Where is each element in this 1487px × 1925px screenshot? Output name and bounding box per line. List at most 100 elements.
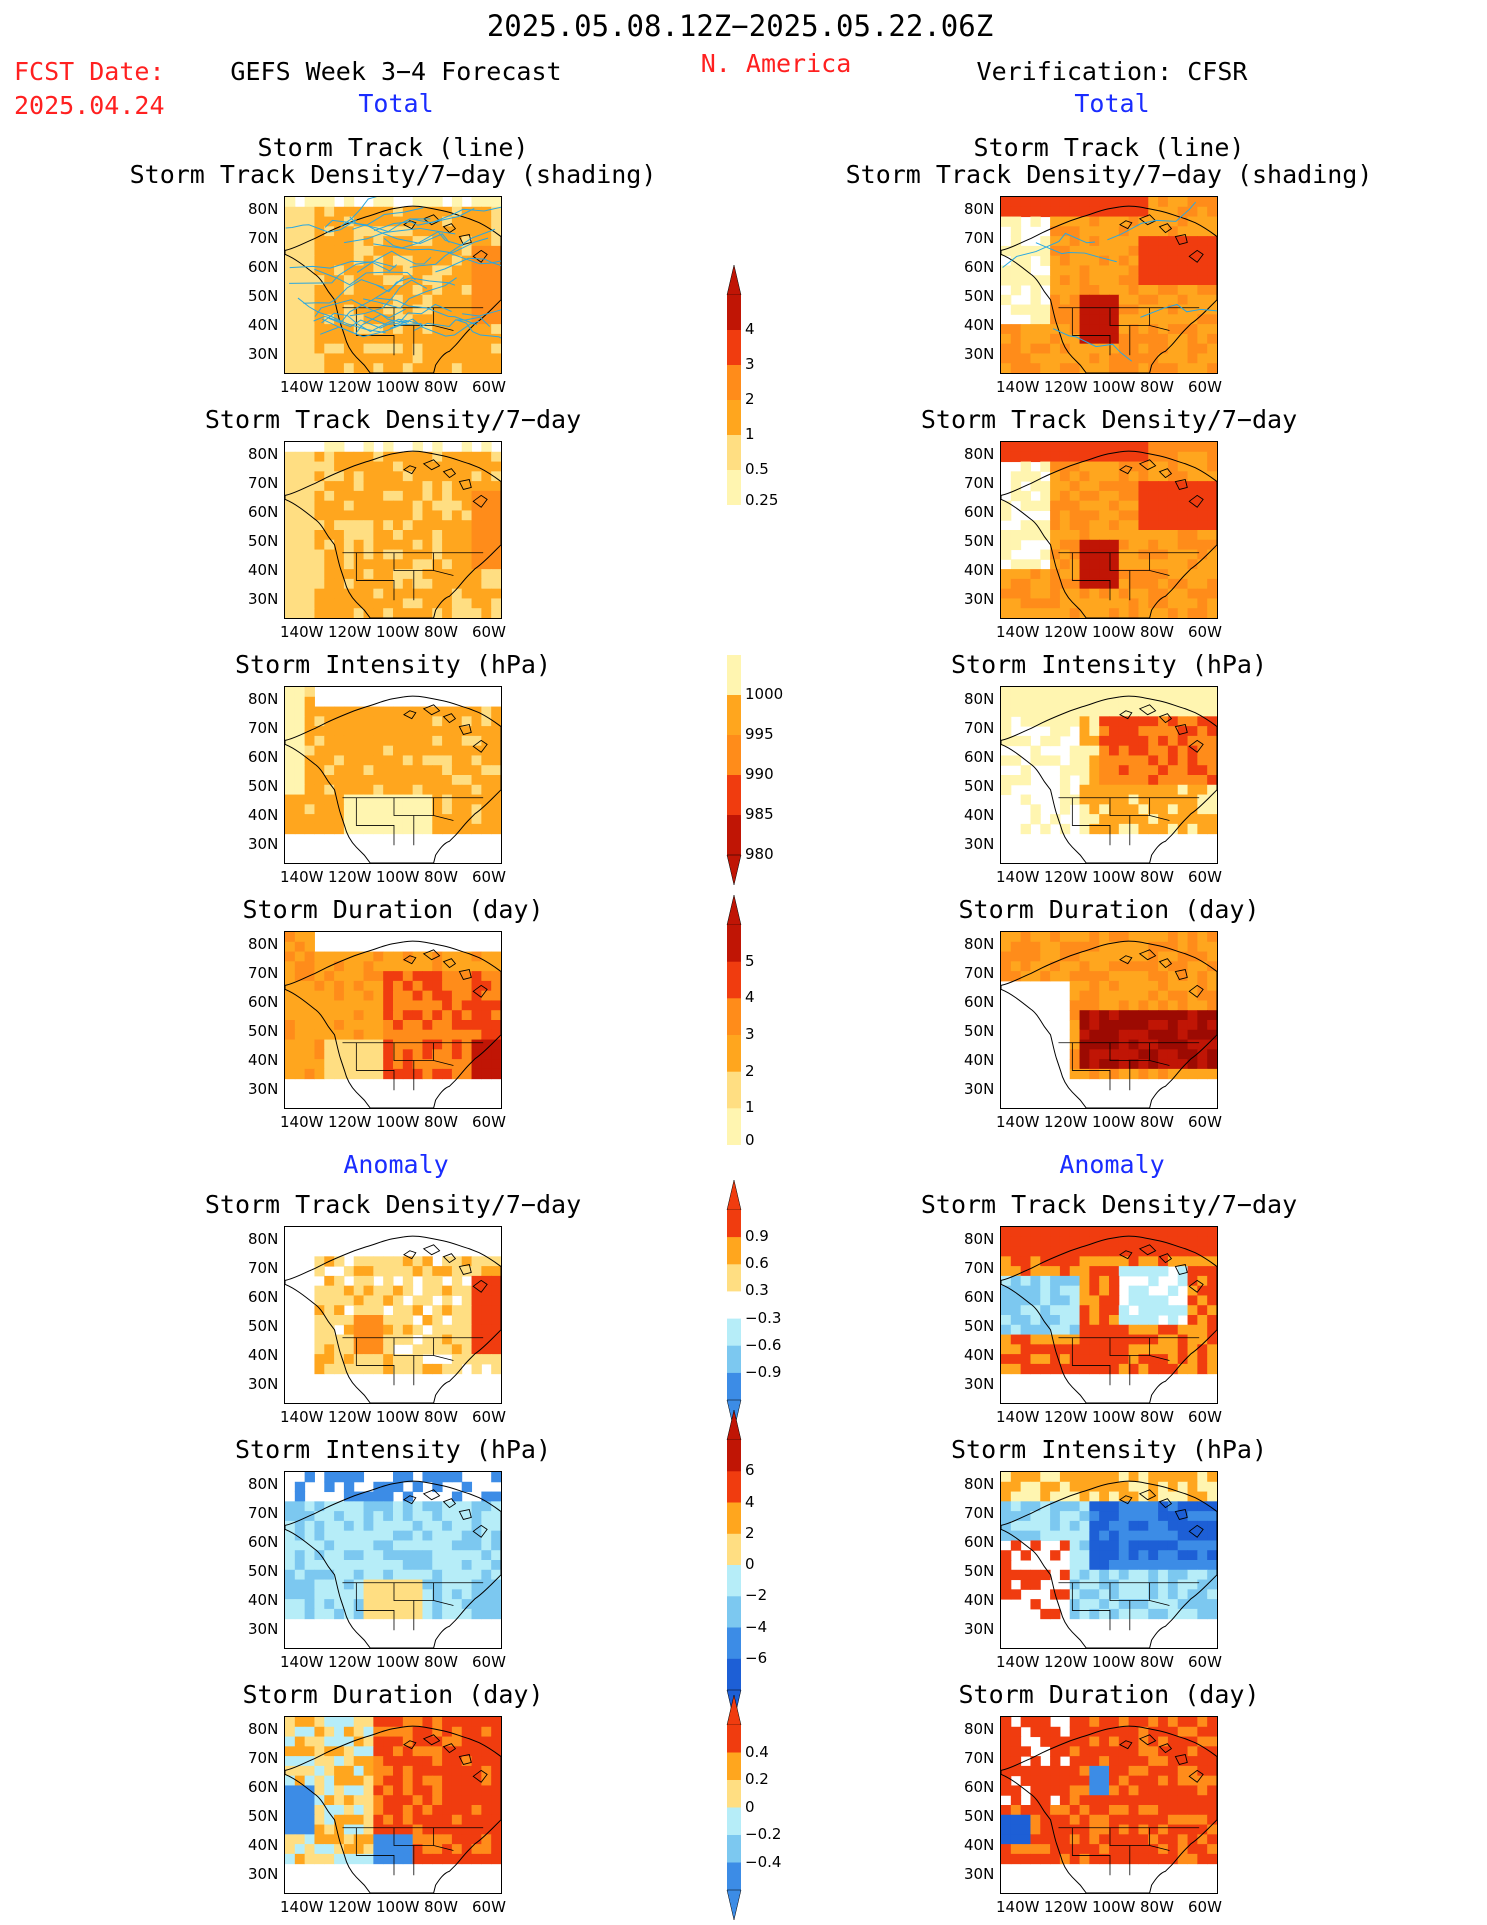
lon-tick-label: 100W [376,1653,420,1671]
lat-tick-label: 60N [248,748,279,766]
left-density-map [284,441,502,619]
lon-tick-label: 120W [1044,1653,1088,1671]
left-column-title: GEFS Week 3−4 Forecast [230,57,562,86]
colorbar-tick-label: 2 [745,1523,755,1542]
lon-tick-label: 80W [1140,1653,1174,1671]
right-duration-map [1000,931,1218,1109]
region-label: N. America [700,49,852,78]
lon-tick-label: 140W [996,1898,1040,1916]
lat-tick-label: 60N [248,993,279,1011]
lat-tick-label: 80N [964,1475,995,1493]
lat-tick-label: 50N [248,287,279,305]
colorbar-tick-label: −0.2 [745,1825,782,1843]
lat-tick-label: 80N [964,445,995,463]
left-panel-title-intensity: Storm Intensity (hPa) [234,650,552,679]
lat-tick-label: 40N [248,806,279,824]
lon-tick-label: 60W [1188,1898,1222,1916]
left-intensity-map [284,686,502,864]
lat-tick-label: 60N [964,258,995,276]
lon-tick-label: 60W [472,868,506,886]
colorbar-tick-label: −6 [745,1648,768,1667]
lat-tick-label: 70N [964,474,995,492]
colorbar-tick-label: 4 [745,988,755,1007]
colorbar-tick-label: 0 [745,1555,755,1573]
lon-tick-label: 100W [376,1408,420,1426]
lon-tick-label: 100W [1092,1408,1136,1426]
lat-tick-label: 80N [964,1230,995,1248]
right-aduration-map [1000,1716,1218,1894]
duration-total-colorbar [726,895,742,1145]
lon-tick-label: 60W [1188,623,1222,641]
lat-tick-label: 30N [964,1620,995,1638]
duration-anom-colorbar [726,1695,742,1920]
lat-tick-label: 80N [248,690,279,708]
lat-tick-label: 40N [964,1346,995,1364]
lat-tick-label: 40N [248,561,279,579]
lon-tick-label: 120W [1044,1898,1088,1916]
left-panel-title-density: Storm Track Density/7−day [204,405,582,434]
lon-tick-label: 140W [996,1113,1040,1131]
lon-tick-label: 60W [1188,1408,1222,1426]
colorbar-tick-label: 0.3 [745,1281,769,1300]
lon-tick-label: 120W [328,1653,372,1671]
lon-tick-label: 60W [472,1113,506,1131]
colorbar-tick-label: 4 [745,1492,755,1511]
colorbar-tick-label: 3 [745,1025,755,1043]
colorbar-tick-label: 3 [745,355,755,373]
lon-tick-label: 120W [328,623,372,641]
lon-tick-label: 140W [280,1653,324,1671]
left-duration-map [284,931,502,1109]
lat-tick-label: 60N [248,1778,279,1796]
lat-tick-label: 40N [964,1836,995,1854]
colorbar-tick-label: 0 [745,1797,755,1816]
lat-tick-label: 80N [964,200,995,218]
lon-tick-label: 120W [1044,868,1088,886]
lat-tick-label: 50N [248,532,279,550]
lon-tick-label: 120W [328,868,372,886]
lat-tick-label: 30N [964,835,995,853]
left-panel-title-density: Storm Track Density/7−day [204,1190,582,1219]
lon-tick-label: 60W [1188,1113,1222,1131]
lat-tick-label: 70N [248,719,279,737]
colorbar-tick-label: 0.25 [745,491,779,509]
lon-tick-label: 80W [424,868,458,886]
left-total-label: Total [358,89,434,118]
lat-tick-label: 50N [964,777,995,795]
right-panel-title-density: Storm Track Density/7−day [920,405,1298,434]
right-density-map [1000,441,1218,619]
lon-tick-label: 100W [1092,378,1136,396]
right-panel-title-intensity: Storm Intensity (hPa) [950,1435,1268,1464]
lat-tick-label: 50N [248,1562,279,1580]
right-panel-title-intensity: Storm Intensity (hPa) [950,650,1268,679]
right-aintensity-map [1000,1471,1218,1649]
lon-tick-label: 120W [328,1898,372,1916]
colorbar-tick-label: 0 [745,1131,755,1149]
right-adensity-map [1000,1226,1218,1404]
lat-tick-label: 30N [248,835,279,853]
lon-tick-label: 100W [1092,1653,1136,1671]
lat-tick-label: 60N [964,748,995,766]
lon-tick-label: 60W [1188,1653,1222,1671]
lon-tick-label: 100W [376,378,420,396]
lat-tick-label: 60N [964,1533,995,1551]
lon-tick-label: 140W [280,1408,324,1426]
lat-tick-label: 70N [248,1259,279,1277]
right-intensity-map [1000,686,1218,864]
lat-tick-label: 70N [248,1749,279,1767]
lat-tick-label: 70N [964,229,995,247]
lon-tick-label: 120W [328,1408,372,1426]
colorbar-tick-label: −2 [745,1586,768,1605]
lat-tick-label: 60N [248,1288,279,1306]
lat-tick-label: 50N [248,777,279,795]
intensity-anom-colorbar [726,1410,742,1720]
left-panel-title-duration: Storm Duration (day) [242,1680,544,1709]
lon-tick-label: 120W [328,378,372,396]
lat-tick-label: 30N [964,590,995,608]
lon-tick-label: 140W [996,1408,1040,1426]
left-anomaly-label: Anomaly [343,1150,449,1179]
right-panel-title-density: Storm Track Density/7−day [920,1190,1298,1219]
lon-tick-label: 140W [996,868,1040,886]
intensity-total-colorbar [726,655,742,885]
right-column-title: Verification: CFSR [976,57,1248,86]
left-aduration-map [284,1716,502,1894]
